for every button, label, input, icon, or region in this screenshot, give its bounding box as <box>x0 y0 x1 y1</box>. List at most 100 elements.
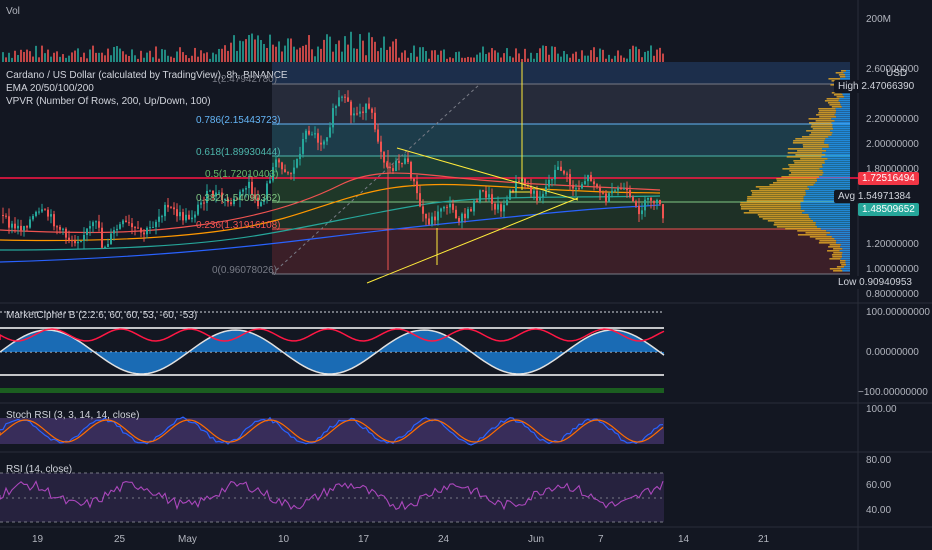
rsi-pane <box>0 472 664 523</box>
vpvr-down-bar <box>842 248 850 250</box>
volume-bar <box>560 56 562 62</box>
vpvr-down-bar <box>820 228 850 230</box>
candle-body <box>578 188 580 190</box>
volume-bar <box>461 57 463 62</box>
volume-bar <box>236 50 238 62</box>
volume-bar <box>320 48 322 62</box>
vpvr-up-bar <box>809 236 832 238</box>
main-legend[interactable]: Cardano / US Dollar (calculated by Tradi… <box>6 69 288 108</box>
volume-bar <box>554 46 556 62</box>
candle-body <box>209 190 211 192</box>
vpvr-down-bar <box>842 252 850 254</box>
candle-body <box>575 188 577 190</box>
vpvr-up-bar <box>831 254 842 256</box>
volume-bar <box>149 50 151 62</box>
trendline-drawings[interactable] <box>366 62 579 284</box>
candle-body <box>386 162 388 167</box>
vpvr-up-bar <box>800 158 828 160</box>
cipher-wave-line <box>0 329 665 375</box>
vpvr-up-bar <box>841 70 846 72</box>
candle-body <box>284 169 286 173</box>
vpvr-up-bar <box>755 186 808 188</box>
volume-bar <box>65 57 67 62</box>
volume-bar <box>533 58 535 62</box>
candle-body <box>80 240 82 242</box>
vpvr-down-bar <box>822 170 850 172</box>
volume-bar <box>476 54 478 62</box>
volume-bar <box>224 45 226 62</box>
vpvr-down-bar <box>840 102 850 104</box>
vpvr-up-bar <box>833 94 843 96</box>
candle-body <box>77 241 79 244</box>
symbol-title[interactable]: Cardano / US Dollar (calculated by Tradi… <box>6 70 288 81</box>
candle-body <box>587 175 589 182</box>
candle-body <box>344 96 346 98</box>
vpvr-up-bar <box>792 142 825 144</box>
volume-bar <box>59 56 61 62</box>
volume-bar <box>50 56 52 62</box>
candle-body <box>440 208 442 212</box>
rsi-legend[interactable]: RSI (14, close) <box>6 464 73 475</box>
candle-body <box>212 190 214 197</box>
volume-bar <box>374 41 376 62</box>
cipher-legend[interactable]: MarketCipher B (2.2.6, 60, 60, 53, -60, … <box>6 310 198 321</box>
vpvr-legend[interactable]: VPVR (Number Of Rows, 200, Up/Down, 100) <box>6 96 211 107</box>
volume-bar <box>332 51 334 62</box>
candle-body <box>626 188 628 191</box>
vpvr-up-bar <box>786 156 822 158</box>
volume-bar <box>350 31 352 62</box>
vpvr-up-bar <box>839 260 846 262</box>
candle-body <box>23 226 25 231</box>
volume-bar <box>134 55 136 62</box>
volume-bar <box>401 52 403 62</box>
volume-bar <box>305 44 307 62</box>
stoch-legend[interactable]: Stoch RSI (3, 3, 14, 14, close) <box>6 410 140 421</box>
candle-body <box>407 158 409 163</box>
vpvr-down-bar <box>838 100 850 102</box>
vpvr-up-bar <box>818 108 836 110</box>
candle-body <box>293 167 295 174</box>
candle-body <box>221 192 223 201</box>
cipher-tick: −100.00000000 <box>858 387 928 398</box>
volume-bar <box>623 57 625 62</box>
candle-body <box>182 212 184 221</box>
candle-body <box>590 175 592 182</box>
volume-bar <box>407 57 409 62</box>
volume-bar <box>227 50 229 62</box>
vpvr-up-bar <box>805 232 830 234</box>
candle-body <box>17 225 19 229</box>
volume-bar <box>353 48 355 62</box>
candle-body <box>62 228 64 230</box>
ema-legend[interactable]: EMA 20/50/100/200 <box>6 83 94 94</box>
vpvr-down-bar <box>800 208 850 210</box>
currency-label[interactable]: USD <box>886 68 908 79</box>
volume-bar <box>398 57 400 62</box>
vpvr-down-bar <box>825 154 850 156</box>
candle-body <box>140 228 142 233</box>
vpvr-down-bar <box>825 138 850 140</box>
candle-body <box>95 221 97 223</box>
candle-body <box>266 183 268 200</box>
avg-value: 1.54971384 <box>857 191 911 202</box>
vpvr-up-bar <box>840 262 846 264</box>
vpvr-up-bar <box>757 214 809 216</box>
volume-bar <box>473 57 475 62</box>
volume-bar <box>425 51 427 62</box>
vpvr-up-bar <box>789 166 823 168</box>
candle-body <box>278 159 280 163</box>
volume-bar <box>434 50 436 62</box>
volume-bar <box>650 45 652 62</box>
volume-bar <box>464 57 466 62</box>
vpvr-down-bar <box>808 214 850 216</box>
candle-body <box>11 223 13 228</box>
volume-bar <box>599 48 601 62</box>
vpvr-down-bar <box>819 168 850 170</box>
candle-body <box>170 207 172 209</box>
volume-bar <box>152 57 154 62</box>
candle-body <box>68 237 70 241</box>
volume-bar <box>119 48 121 62</box>
volume-bar <box>482 46 484 62</box>
candle-body <box>377 129 379 142</box>
volume-bar <box>629 49 631 62</box>
